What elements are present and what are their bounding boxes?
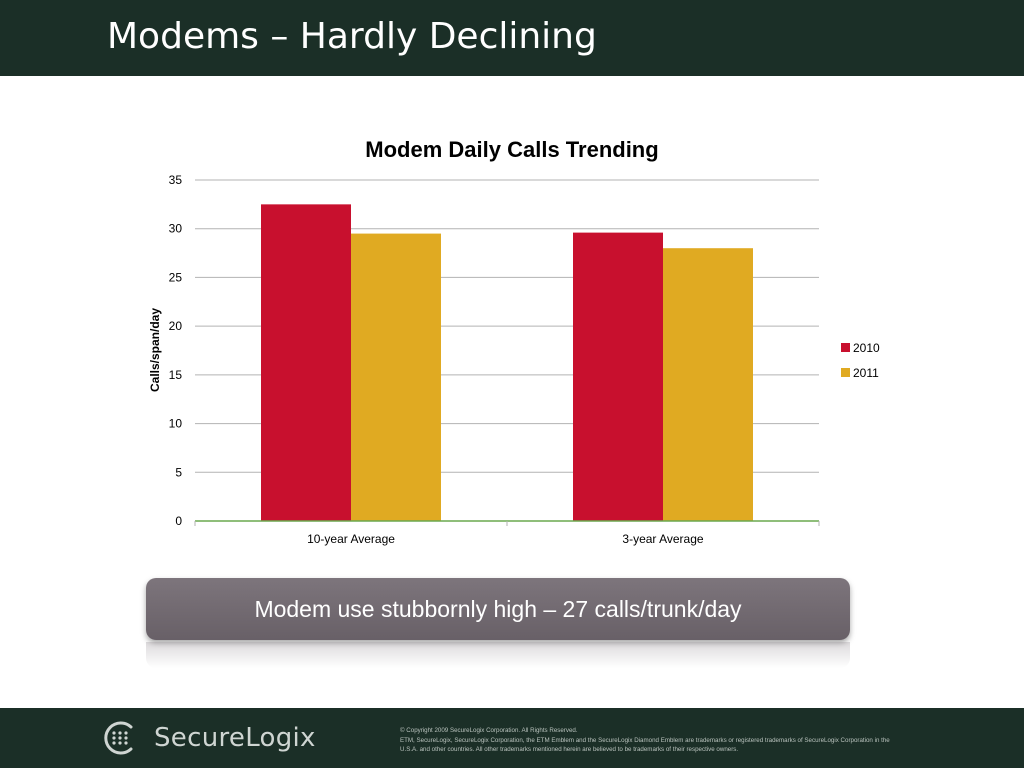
bar-2010-1 <box>573 232 663 521</box>
legend: 2010 2011 <box>841 341 880 380</box>
y-tick-label: 30 <box>169 222 183 236</box>
slide-title: Modems – Hardly Declining <box>107 16 597 57</box>
y-tick-label: 25 <box>169 270 183 284</box>
copyright-notice: © Copyright 2009 SecureLogix Corporation… <box>400 726 900 755</box>
trademark-notice: ETM, SecureLogix, SecureLogix Corporatio… <box>400 737 890 753</box>
bars <box>261 204 753 522</box>
y-tick-label: 20 <box>169 319 183 333</box>
x-tick-label: 10-year Average <box>307 532 395 546</box>
y-axis-label: Calls/span/day <box>148 308 162 392</box>
axes: 0 5 10 15 20 25 30 35 10-year Average 3-year Aver… <box>169 173 820 546</box>
title-bar: Modems – Hardly Declining <box>0 0 1024 76</box>
legend-swatch-2010 <box>841 343 850 352</box>
bar-chart: Modem Daily Calls Trending 0 5 10 15 20 25 30 3… <box>148 137 880 546</box>
bar-2011-1 <box>663 248 753 521</box>
y-tick-label: 10 <box>169 417 183 431</box>
chart-title: Modem Daily Calls Trending <box>365 137 658 162</box>
securelogix-logo: SecureLogix <box>100 718 316 758</box>
copyright-line: © Copyright 2009 SecureLogix Corporation… <box>400 727 578 734</box>
y-tick-label: 35 <box>169 173 183 187</box>
footer: SecureLogix © Copyright 2009 SecureLogix… <box>0 708 1024 768</box>
legend-swatch-2011 <box>841 368 850 377</box>
y-tick-label: 15 <box>169 368 183 382</box>
y-tick-label: 5 <box>175 465 182 479</box>
callout: Modem use stubbornly high – 27 calls/tru… <box>146 578 850 670</box>
callout-reflection <box>146 642 850 668</box>
callout-text: Modem use stubbornly high – 27 calls/tru… <box>254 595 742 622</box>
x-tick-label: 3-year Average <box>622 532 703 546</box>
y-tick-label: 0 <box>175 514 182 528</box>
legend-label: 2010 <box>853 341 880 355</box>
bar-2011-0 <box>351 233 441 522</box>
legend-label: 2011 <box>853 366 879 380</box>
callout-box: Modem use stubbornly high – 27 calls/tru… <box>146 578 850 640</box>
logo-text: SecureLogix <box>154 723 316 753</box>
bar-2010-0 <box>261 204 351 521</box>
securelogix-emblem-icon <box>104 721 133 755</box>
